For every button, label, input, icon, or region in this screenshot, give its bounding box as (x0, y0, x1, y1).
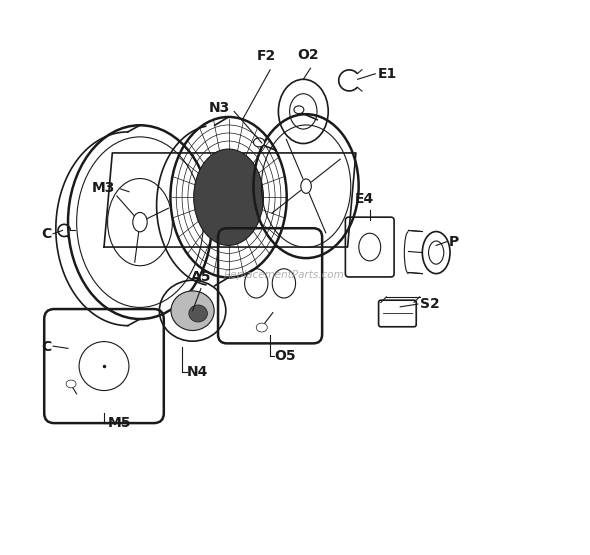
Text: M3: M3 (91, 181, 115, 195)
Text: E1: E1 (378, 67, 397, 81)
Ellipse shape (301, 179, 312, 193)
Text: N4: N4 (187, 365, 208, 379)
Ellipse shape (254, 138, 264, 147)
Ellipse shape (256, 323, 267, 332)
Ellipse shape (194, 149, 264, 245)
Text: A5: A5 (191, 270, 211, 284)
Ellipse shape (66, 380, 76, 388)
Text: M5: M5 (108, 416, 132, 430)
Text: N3: N3 (208, 100, 230, 114)
Text: ReplacementParts.com: ReplacementParts.com (224, 270, 345, 280)
Text: O2: O2 (297, 48, 319, 62)
Text: F2: F2 (257, 49, 276, 63)
Text: S2: S2 (420, 297, 440, 311)
Text: O5: O5 (274, 349, 296, 363)
Text: E4: E4 (355, 191, 374, 205)
Ellipse shape (171, 291, 214, 331)
Text: P: P (449, 235, 459, 249)
Text: C: C (41, 340, 51, 354)
Text: C: C (41, 228, 51, 241)
Ellipse shape (189, 305, 208, 322)
Ellipse shape (294, 106, 304, 114)
